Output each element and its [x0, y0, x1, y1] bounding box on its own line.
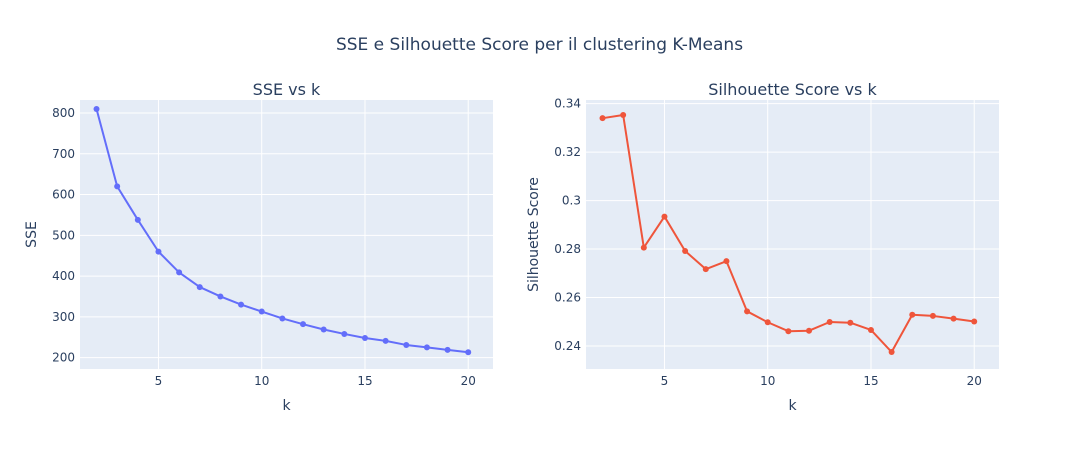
sse-data-point[interactable]: [134, 216, 141, 223]
sse-y-tick-label: 600: [52, 188, 75, 202]
silhouette-x-tick-label: 10: [760, 374, 775, 388]
sse-data-point[interactable]: [258, 308, 265, 315]
sse-x-axis-title: k: [282, 398, 291, 414]
silhouette-y-axis-title: Silhouette Score: [526, 177, 542, 292]
sse-y-tick-label: 300: [52, 310, 75, 324]
sse-plot-area: [80, 100, 493, 369]
sse-subplot: 5 10 15 20 200 300 400 500 600 700 800 SSE vs k k…: [24, 80, 493, 414]
silhouette-data-point[interactable]: [744, 308, 751, 315]
silhouette-y-tick-label: 0.32: [554, 145, 581, 159]
silhouette-data-point[interactable]: [640, 244, 647, 251]
sse-title: SSE vs k: [253, 80, 321, 99]
silhouette-data-point[interactable]: [888, 349, 895, 356]
silhouette-x-tick-label: 20: [967, 374, 982, 388]
silhouette-data-point[interactable]: [599, 115, 606, 122]
silhouette-data-point[interactable]: [723, 258, 730, 265]
silhouette-data-point[interactable]: [785, 328, 792, 335]
silhouette-y-tick-label: 0.34: [554, 97, 581, 111]
silhouette-x-axis-title: k: [788, 398, 797, 414]
sse-y-tick-label: 800: [52, 106, 75, 120]
silhouette-data-point[interactable]: [929, 312, 936, 319]
sse-data-point[interactable]: [403, 341, 410, 348]
sse-data-point[interactable]: [444, 346, 451, 353]
silhouette-x-ticks: 5 10 15 20: [661, 374, 982, 388]
silhouette-data-point[interactable]: [826, 318, 833, 325]
silhouette-y-tick-label: 0.28: [554, 242, 581, 256]
sse-y-axis-title: SSE: [24, 221, 40, 248]
silhouette-y-tick-label: 0.3: [562, 194, 581, 208]
silhouette-data-point[interactable]: [702, 266, 709, 273]
silhouette-data-point[interactable]: [847, 319, 854, 326]
silhouette-data-point[interactable]: [620, 112, 627, 119]
silhouette-data-point[interactable]: [764, 319, 771, 326]
silhouette-title: Silhouette Score vs k: [708, 80, 877, 99]
silhouette-data-point[interactable]: [661, 213, 668, 220]
sse-data-point[interactable]: [382, 337, 389, 344]
sse-y-tick-label: 700: [52, 147, 75, 161]
sse-y-tick-label: 500: [52, 228, 75, 242]
sse-data-point[interactable]: [320, 326, 327, 333]
sse-y-tick-label: 200: [52, 351, 75, 365]
sse-data-point[interactable]: [114, 183, 121, 190]
silhouette-y-ticks: 0.24 0.26 0.28 0.3 0.32 0.34: [554, 97, 581, 353]
sse-data-point[interactable]: [423, 344, 430, 351]
silhouette-data-point[interactable]: [867, 326, 874, 333]
sse-data-point[interactable]: [341, 330, 348, 337]
silhouette-y-tick-label: 0.26: [554, 291, 581, 305]
sse-y-tick-label: 400: [52, 269, 75, 283]
sse-data-point[interactable]: [361, 335, 368, 342]
sse-series: [93, 105, 472, 356]
sse-y-ticks: 200 300 400 500 600 700 800: [52, 106, 75, 365]
silhouette-data-point[interactable]: [950, 315, 957, 322]
sse-data-point[interactable]: [176, 269, 183, 276]
sse-gridlines: [80, 100, 493, 369]
sse-data-point[interactable]: [217, 293, 224, 300]
sse-x-tick-label: 10: [254, 374, 269, 388]
sse-data-point[interactable]: [465, 349, 472, 356]
sse-data-point[interactable]: [300, 321, 307, 328]
silhouette-series: [599, 112, 978, 356]
sse-data-point[interactable]: [93, 105, 100, 112]
silhouette-x-tick-label: 5: [661, 374, 669, 388]
silhouette-data-point[interactable]: [971, 318, 978, 325]
silhouette-data-point[interactable]: [806, 327, 813, 334]
silhouette-subplot: 5 10 15 20 0.24 0.26 0.28 0.3 0.32 0.34 Silhouet…: [526, 80, 999, 414]
sse-data-point[interactable]: [155, 248, 162, 255]
sse-data-point[interactable]: [279, 315, 286, 322]
sse-data-point[interactable]: [196, 284, 203, 291]
sse-x-tick-label: 20: [461, 374, 476, 388]
sse-x-tick-label: 5: [155, 374, 163, 388]
silhouette-x-tick-label: 15: [863, 374, 878, 388]
silhouette-plot-area: [586, 100, 999, 369]
silhouette-data-point[interactable]: [909, 311, 916, 318]
sse-x-tick-label: 15: [357, 374, 372, 388]
silhouette-data-point[interactable]: [682, 247, 689, 254]
figure-title: SSE e Silhouette Score per il clustering…: [336, 35, 743, 55]
sse-x-ticks: 5 10 15 20: [155, 374, 476, 388]
sse-data-point[interactable]: [238, 301, 245, 308]
silhouette-y-tick-label: 0.24: [554, 339, 581, 353]
